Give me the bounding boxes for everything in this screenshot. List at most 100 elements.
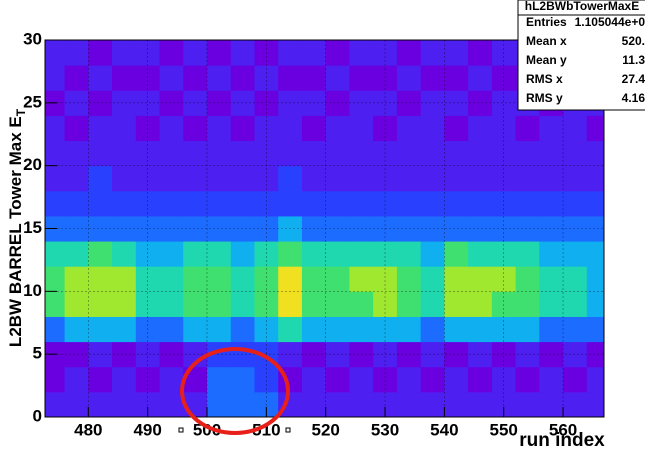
heat-cell bbox=[349, 391, 374, 417]
heat-cell bbox=[444, 165, 469, 192]
y-tick-label: 0 bbox=[33, 406, 42, 425]
heat-cell bbox=[207, 40, 232, 66]
heat-cell bbox=[230, 241, 255, 267]
heat-cell bbox=[159, 291, 184, 317]
heat-cell bbox=[563, 316, 588, 343]
heat-cell bbox=[159, 115, 184, 142]
heat-cell bbox=[468, 316, 493, 343]
heat-cell bbox=[420, 140, 445, 167]
x-tick-label: 520 bbox=[311, 420, 339, 439]
heat-cell bbox=[420, 65, 445, 91]
heat-cell bbox=[207, 291, 232, 317]
stats-frame bbox=[517, 0, 645, 111]
heat-cell bbox=[444, 291, 469, 317]
heat-cell bbox=[586, 115, 604, 142]
x-tick-label: 510 bbox=[252, 420, 280, 439]
heat-cell bbox=[112, 115, 137, 142]
heat-cell bbox=[88, 391, 113, 417]
heat-cell bbox=[563, 190, 588, 217]
heat-cell bbox=[301, 266, 327, 292]
heat-cell bbox=[207, 215, 232, 242]
heat-cell bbox=[183, 40, 208, 66]
heat-cell bbox=[444, 366, 469, 393]
stats-title: hL2BWbTowerMaxE bbox=[525, 0, 639, 13]
heat-cell bbox=[396, 115, 422, 142]
heat-cell bbox=[159, 391, 184, 417]
heat-cell bbox=[64, 341, 89, 368]
heat-cell bbox=[586, 215, 604, 242]
heat-cell bbox=[301, 241, 327, 267]
heat-cell bbox=[515, 391, 540, 417]
heat-cell bbox=[64, 90, 89, 116]
heat-cell bbox=[88, 65, 113, 91]
heat-cell bbox=[278, 291, 303, 317]
heat-cell bbox=[45, 65, 66, 91]
heat-cell bbox=[586, 266, 604, 292]
heat-cell bbox=[45, 291, 66, 317]
heat-cell bbox=[563, 266, 588, 292]
heat-cell bbox=[207, 165, 232, 192]
heat-cell bbox=[563, 165, 588, 192]
heat-cell bbox=[515, 140, 540, 167]
heat-cell bbox=[64, 140, 89, 167]
heat-cell bbox=[539, 190, 564, 217]
heat-cell bbox=[349, 266, 374, 292]
heat-cell bbox=[444, 65, 469, 91]
heat-cell bbox=[515, 165, 540, 192]
heat-cell bbox=[254, 266, 279, 292]
x-axis-label: run index bbox=[519, 430, 605, 451]
heat-cell bbox=[88, 115, 113, 142]
heat-cell bbox=[420, 190, 445, 217]
heat-cell bbox=[135, 266, 161, 292]
heat-cell bbox=[515, 316, 540, 343]
heat-cell bbox=[301, 140, 327, 167]
heat-cell bbox=[563, 366, 588, 393]
heat-cell bbox=[515, 341, 540, 368]
heat-cell bbox=[325, 316, 350, 343]
heat-cell bbox=[159, 40, 184, 66]
heat-cell bbox=[444, 341, 469, 368]
heat-cell bbox=[45, 115, 66, 142]
heat-cell bbox=[159, 316, 184, 343]
heat-cell bbox=[563, 241, 588, 267]
heat-cell bbox=[586, 391, 604, 417]
heat-cell bbox=[515, 366, 540, 393]
heat-cell bbox=[301, 291, 327, 317]
heat-cell bbox=[586, 241, 604, 267]
heat-cell bbox=[539, 316, 564, 343]
heat-cell bbox=[515, 241, 540, 267]
heat-cell bbox=[207, 190, 232, 217]
heat-cell bbox=[45, 266, 66, 292]
heat-cell bbox=[159, 366, 184, 393]
heat-cell bbox=[183, 90, 208, 116]
heat-cell bbox=[301, 366, 327, 393]
heat-cell bbox=[278, 241, 303, 267]
heat-cell bbox=[468, 215, 493, 242]
heat-cell bbox=[396, 140, 422, 167]
heat-cell bbox=[539, 215, 564, 242]
heat-cell bbox=[301, 40, 327, 66]
heat-cell bbox=[112, 215, 137, 242]
heat-cell bbox=[230, 190, 255, 217]
heat-cell bbox=[349, 140, 374, 167]
heat-cell bbox=[207, 65, 232, 91]
heat-cell bbox=[586, 291, 604, 317]
heat-cell bbox=[88, 140, 113, 167]
x-tick-label: 480 bbox=[74, 420, 102, 439]
heat-cell bbox=[325, 291, 350, 317]
heat-cell bbox=[230, 366, 255, 393]
heat-cell bbox=[586, 140, 604, 167]
heat-cell bbox=[64, 316, 89, 343]
heat-cell bbox=[207, 366, 232, 393]
heat-cell bbox=[230, 40, 255, 66]
heat-cell bbox=[396, 65, 422, 91]
heat-cell bbox=[112, 40, 137, 66]
heat-cell bbox=[396, 241, 422, 267]
heat-cell bbox=[230, 266, 255, 292]
heat-cell bbox=[468, 90, 493, 116]
heat-cell bbox=[515, 291, 540, 317]
heat-cell bbox=[325, 190, 350, 217]
x-tick-label: 530 bbox=[371, 420, 399, 439]
heat-cell bbox=[112, 266, 137, 292]
